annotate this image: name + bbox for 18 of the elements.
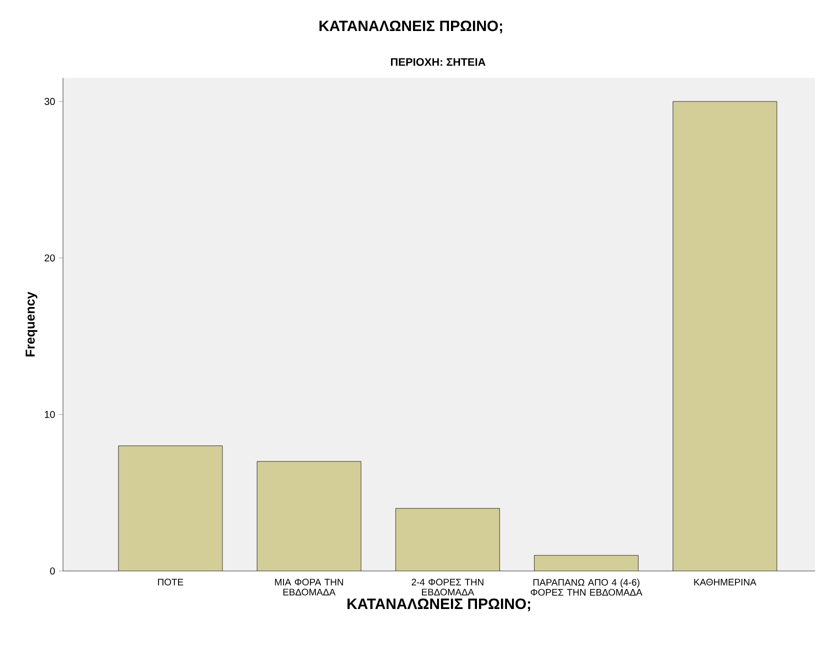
y-tick-label: 0 [50,567,55,575]
y-tick-label: 30 [44,98,55,105]
chart-title: ΚΑΤΑΝΑΛΩΝΕΙΣ ΠΡΩΙΝΟ; [320,20,502,34]
x-tick-label: 2-4 ΦΟΡΕΣ ΤΗΝ ΕΒΔΟΜΑΔΑ [412,578,484,596]
bar [534,555,638,571]
y-tick-label: 10 [44,410,55,418]
bar [396,508,500,571]
x-tick-label: ΠΟΤΕ [158,578,184,586]
y-tick-label: 20 [44,254,55,262]
bar [118,446,222,571]
y-axis-title: Frequency [26,292,38,356]
bar [257,461,362,571]
x-tick-label: ΚΑΘΗΜΕΡΙΝΑ [694,578,756,586]
bar [672,101,778,571]
x-tick-label: ΜΙΑ ΦΟΡΑ ΤΗΝ ΕΒΔΟΜΑΔΑ [275,578,343,596]
chart-subtitle: ΠΕΡΙΟΧΗ: ΣΗΤΕΙΑ [391,58,486,66]
x-axis-title: ΚΑΤΑΝΑΛΩΝΕΙΣ ΠΡΩΙΝΟ; [348,598,530,612]
x-tick-label: ΠΑΡΑΠΑΝΩ ΑΠΟ 4 (4-6) ΦΟΡΕΣ ΤΗΝ ΕΒΔΟΜΑΔΑ [530,578,642,596]
